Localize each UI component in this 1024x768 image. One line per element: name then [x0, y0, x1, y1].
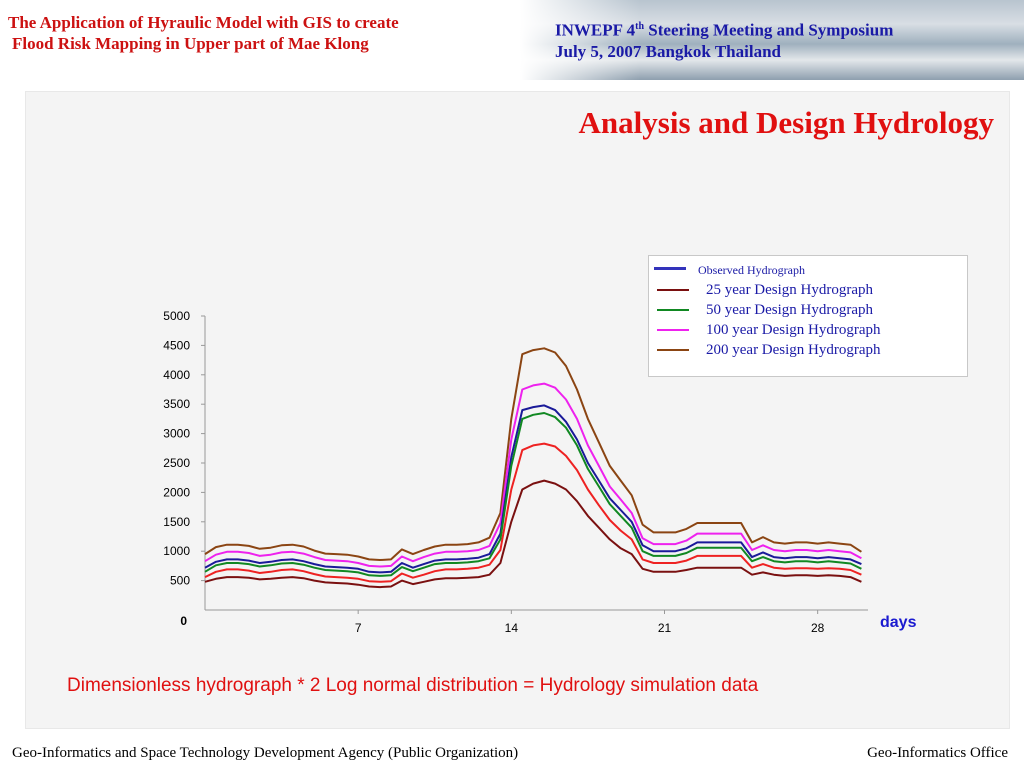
x-tick-label: 28 — [811, 621, 825, 635]
x-tick-label: 21 — [658, 621, 672, 635]
y-tick-label: 4500 — [163, 338, 190, 352]
legend-swatch-50yr — [657, 309, 689, 311]
legend-label-observed: Observed Hydrograph — [698, 263, 805, 277]
legend-swatch-100yr — [657, 329, 689, 331]
series-line-25-year-design-hydrograph — [204, 479, 862, 589]
y-tick-label: 4000 — [163, 368, 190, 382]
presentation-title-line2: Flood Risk Mapping in Upper part of Mae … — [12, 34, 369, 53]
header-banner-image — [520, 0, 1024, 80]
y-tick-label: 3500 — [163, 397, 190, 411]
y-tick-label: 1000 — [163, 544, 190, 558]
y-zero-label: 0 — [180, 614, 187, 628]
y-tick-label: 2500 — [163, 456, 190, 470]
slide-title: Analysis and Design Hydrology — [578, 105, 994, 140]
legend-item-25yr: 25 year Design Hydrograph — [649, 280, 967, 300]
legend-swatch-observed — [654, 267, 686, 270]
legend-item-200yr: 200 year Design Hydrograph — [649, 340, 967, 360]
series-line-200-year-design-hydrograph — [204, 347, 862, 561]
y-tick-label: 1500 — [163, 515, 190, 529]
legend-item-100yr: 100 year Design Hydrograph — [649, 320, 967, 340]
footer-organization: Geo-Informatics and Space Technology Dev… — [12, 745, 519, 761]
slide-caption: Dimensionless hydrograph * 2 Log normal … — [67, 675, 759, 696]
y-tick-label: 500 — [170, 574, 190, 588]
legend-swatch-200yr — [657, 349, 689, 351]
conference-ordinal: th — [635, 21, 645, 32]
y-tick-label: 3000 — [163, 427, 190, 441]
conference-date: July 5, 2007 Bangkok Thailand — [555, 41, 781, 61]
conference-name: INWEPF 4th Steering Meeting and Symposiu… — [555, 20, 894, 40]
conference-info: INWEPF 4th Steering Meeting and Symposiu… — [555, 16, 893, 62]
legend-item-50yr: 50 year Design Hydrograph — [649, 300, 967, 320]
legend-label-100yr: 100 year Design Hydrograph — [706, 322, 881, 338]
series-line-50-year-design-hydrograph — [204, 412, 862, 577]
x-tick-label: 7 — [355, 621, 362, 635]
presentation-title-line1: The Application of Hyraulic Model with G… — [8, 13, 399, 32]
y-tick-label: 2000 — [163, 485, 190, 499]
footer-office: Geo-Informatics Office — [867, 745, 1008, 761]
series-line-observed-hydrograph — [204, 404, 862, 574]
legend-label-200yr: 200 year Design Hydrograph — [706, 342, 881, 358]
legend-label-50yr: 50 year Design Hydrograph — [706, 302, 874, 318]
series-line-unlabeled-series — [204, 442, 862, 583]
legend-item-observed: Observed Hydrograph — [649, 260, 967, 280]
x-tick-label: 14 — [505, 621, 519, 635]
y-tick-label: 5000 — [163, 309, 190, 323]
series-line-100-year-design-hydrograph — [204, 382, 862, 568]
x-axis-unit-label: days — [880, 614, 917, 631]
legend-swatch-25yr — [657, 289, 689, 291]
presentation-title: The Application of Hyraulic Model with G… — [8, 12, 488, 54]
chart-legend: Observed Hydrograph 25 year Design Hydro… — [648, 255, 968, 377]
legend-label-25yr: 25 year Design Hydrograph — [706, 282, 874, 298]
